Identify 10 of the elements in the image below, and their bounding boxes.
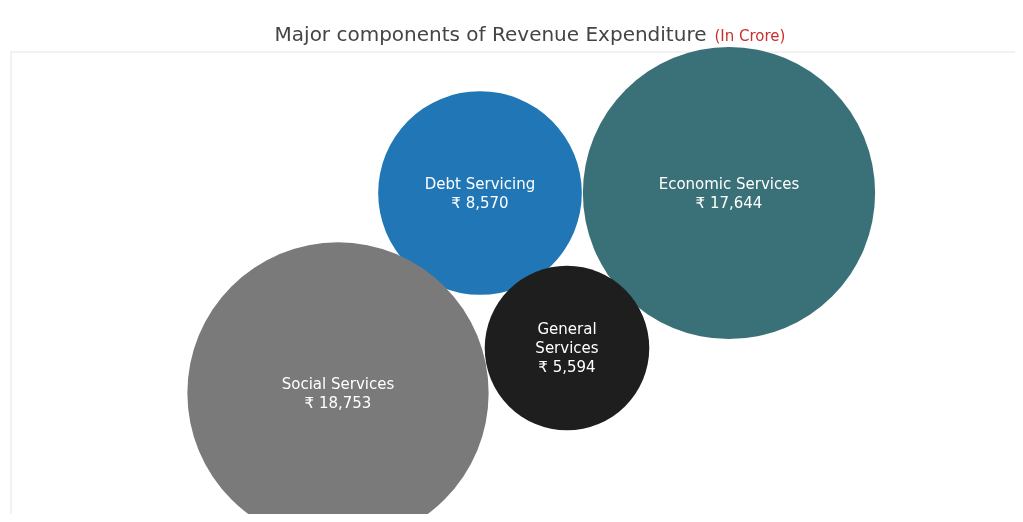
data-label: ₹ 8,570 <box>451 193 509 212</box>
category-label: Debt Servicing <box>424 174 536 193</box>
data-label: ₹ 17,644 <box>695 193 763 212</box>
data-label: ₹ 18,753 <box>304 393 372 412</box>
category-label: Economic Services <box>658 174 800 193</box>
data-label: ₹ 5,594 <box>538 358 596 376</box>
text: Major components of Revenue Expenditure <box>274 22 707 46</box>
category-label: General Services <box>535 320 599 357</box>
category-label: Social Services <box>281 374 395 393</box>
text: (In Crore) <box>714 27 786 45</box>
